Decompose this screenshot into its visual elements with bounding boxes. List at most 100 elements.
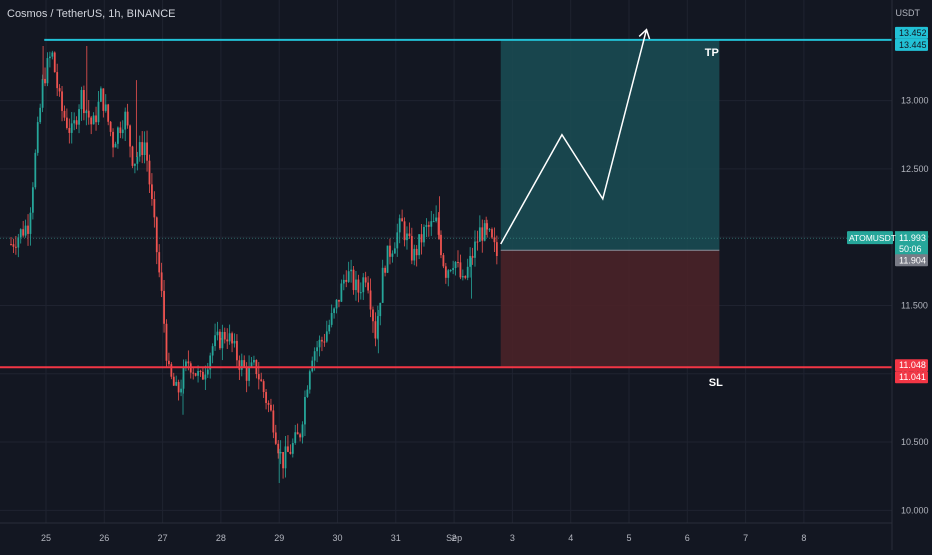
candle-body — [36, 122, 39, 153]
y-tick-label: 10.500 — [901, 437, 929, 447]
candle-body — [284, 446, 287, 469]
candle-body — [413, 248, 416, 261]
candle-body — [418, 234, 421, 256]
candle-body — [444, 266, 447, 278]
candle-body — [495, 242, 498, 257]
candle-body — [318, 339, 321, 348]
candle-body — [452, 268, 455, 271]
candle-body — [172, 376, 175, 386]
candle-body — [129, 125, 131, 147]
candle-body — [199, 371, 202, 373]
x-tick-label: 4 — [568, 533, 573, 543]
candle-body — [143, 142, 146, 155]
sl-upper-price-tag: 11.048 — [899, 360, 926, 370]
symbol-tag-bg — [847, 231, 893, 245]
candle-body — [27, 225, 29, 234]
tp-label: TP — [705, 47, 719, 59]
candle-body — [138, 142, 141, 157]
candle-body — [202, 371, 204, 380]
candle-body — [97, 101, 100, 123]
candle-body — [476, 241, 479, 243]
loss-zone — [500, 250, 720, 368]
candle-body — [415, 248, 418, 256]
candle-body — [141, 142, 144, 155]
candle-body — [478, 227, 481, 242]
candle-body — [333, 308, 335, 314]
candle-body — [481, 227, 484, 241]
candle-body — [206, 369, 209, 375]
candle-body — [158, 252, 161, 273]
sl-upper-price-tag-bg — [895, 359, 928, 372]
candle-body — [104, 104, 107, 111]
candle-body — [148, 160, 151, 185]
candle-body — [223, 331, 226, 340]
x-tick-label: Sep — [446, 533, 462, 543]
candle-body — [236, 340, 238, 361]
candle-body — [85, 110, 88, 114]
candle-body — [48, 56, 51, 59]
candle-body — [328, 324, 331, 332]
sl-price-tag-bg — [895, 371, 928, 384]
candle-body — [175, 381, 178, 386]
chart-title: Cosmos / TetherUS, 1h, BINANCE — [7, 8, 176, 20]
candles — [10, 45, 498, 484]
candle-body — [240, 360, 243, 370]
candle-body — [279, 451, 282, 454]
candle-body — [170, 364, 173, 377]
candle-body — [338, 299, 340, 302]
x-tick-label: 3 — [510, 533, 515, 543]
candle-body — [82, 90, 85, 114]
candle-body — [87, 110, 90, 118]
x-tick-label: 27 — [158, 533, 168, 543]
x-tick-label: 8 — [801, 533, 806, 543]
candle-body — [19, 229, 22, 238]
candle-body — [391, 253, 394, 257]
candle-body — [131, 146, 134, 166]
candle-body — [12, 244, 15, 247]
candle-body — [294, 432, 297, 443]
candle-body — [228, 333, 231, 342]
candle-body — [352, 269, 355, 291]
candle-body — [449, 270, 452, 272]
candle-body — [65, 117, 68, 128]
candle-body — [323, 341, 326, 343]
candle-body — [134, 163, 136, 166]
candle-body — [325, 331, 328, 342]
candle-body — [61, 91, 63, 111]
candle-body — [393, 248, 396, 254]
candle-body — [425, 225, 428, 227]
candle-body — [126, 111, 129, 126]
candle-body — [440, 234, 442, 256]
candle-body — [70, 123, 73, 133]
candle-body — [10, 244, 12, 246]
entry-price-tag-bg — [895, 254, 928, 267]
candle-body — [17, 237, 20, 248]
sl-price-tag: 11.041 — [899, 372, 926, 382]
x-tick-label: 2 — [452, 533, 457, 543]
price-axis — [892, 0, 932, 550]
x-tick-label: 25 — [41, 533, 51, 543]
candle-body — [41, 78, 44, 108]
candle-body — [274, 432, 277, 444]
candle-body — [114, 143, 117, 148]
candle-body — [277, 443, 280, 454]
candle-body — [245, 366, 248, 381]
candle-body — [153, 199, 156, 218]
candle-body — [265, 392, 267, 403]
candle-body — [389, 245, 391, 257]
candle-body — [146, 142, 148, 161]
candle-body — [357, 279, 360, 293]
candle-body — [401, 218, 404, 222]
tp-upper-price-tag: 13.452 — [899, 28, 927, 38]
candle-body — [420, 234, 423, 243]
candle-body — [260, 379, 263, 382]
candle-body — [90, 117, 93, 125]
candle-body — [435, 217, 438, 222]
candle-body — [313, 351, 316, 361]
candle-body — [56, 72, 59, 89]
candle-body — [257, 374, 260, 380]
y-tick-label: 11.500 — [901, 300, 928, 310]
candle-body — [182, 366, 185, 389]
